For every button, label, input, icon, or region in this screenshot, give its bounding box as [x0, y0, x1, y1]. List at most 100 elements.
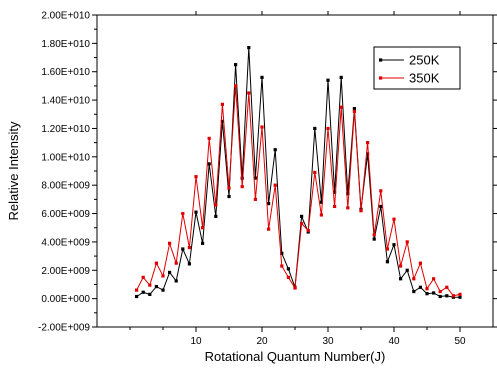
data-point	[181, 211, 185, 216]
legend-item: 250K	[379, 53, 440, 68]
data-point	[194, 175, 198, 179]
data-point	[267, 227, 271, 231]
data-point	[366, 141, 370, 145]
data-point	[227, 194, 231, 199]
legend-item: 350K	[379, 71, 440, 86]
y-tick-label: 8.00E+009	[41, 181, 90, 192]
data-point	[247, 91, 251, 95]
data-point	[207, 136, 211, 140]
data-point	[154, 261, 158, 265]
data-point	[352, 107, 356, 111]
data-point	[412, 277, 416, 281]
data-point	[267, 202, 271, 206]
data-point	[300, 214, 304, 218]
data-point	[194, 210, 198, 214]
data-point	[273, 148, 277, 152]
y-tick-label: 1.60E+010	[41, 67, 90, 78]
data-point	[366, 152, 370, 156]
legend-label: 350K	[409, 71, 440, 86]
data-point	[286, 275, 290, 279]
data-point	[214, 214, 218, 218]
y-tick-label: 1.80E+010	[41, 39, 90, 50]
data-point	[168, 241, 172, 245]
data-point	[438, 294, 442, 299]
data-point	[286, 267, 290, 271]
data-point	[300, 221, 304, 226]
y-tick-label: 2.00E+009	[41, 266, 90, 277]
data-point	[333, 190, 337, 194]
data-point	[352, 109, 356, 114]
data-point	[319, 213, 323, 217]
data-point	[240, 185, 244, 189]
data-point	[280, 251, 284, 255]
data-point	[174, 279, 178, 283]
data-point	[379, 189, 383, 193]
data-point	[346, 206, 350, 210]
data-point	[187, 245, 191, 250]
data-point	[405, 268, 409, 272]
data-point	[445, 285, 449, 289]
data-point	[399, 264, 403, 268]
data-point	[253, 197, 257, 201]
data-point	[306, 228, 310, 233]
data-point	[405, 240, 409, 244]
y-axis: -2.00E+009 0.00E+000 2.00E+009 4.00E+009 6.0…	[38, 11, 497, 334]
x-tick-label: 40	[388, 336, 400, 347]
legend-label: 250K	[409, 53, 440, 68]
data-point	[438, 289, 442, 294]
data-point	[207, 162, 211, 166]
data-point	[240, 176, 244, 180]
data-point	[392, 243, 396, 247]
y-tick-label: 1.00E+010	[41, 152, 90, 163]
y-tick-label: 0.00E+000	[41, 294, 90, 305]
data-point	[161, 288, 165, 292]
data-point	[227, 186, 231, 190]
x-tick-label: 50	[454, 336, 466, 347]
data-point	[161, 274, 165, 278]
data-point	[379, 204, 383, 209]
data-point	[458, 292, 462, 296]
data-point	[168, 270, 172, 274]
data-point	[425, 292, 429, 296]
data-point	[313, 170, 317, 175]
data-point	[148, 283, 152, 287]
data-point	[372, 237, 376, 241]
data-point	[451, 294, 455, 298]
y-tick-label: 4.00E+009	[41, 237, 90, 248]
y-tick-label: 6.00E+009	[41, 209, 90, 220]
x-axis-title: Rotational Quantum Number(J)	[205, 349, 386, 364]
y-tick-label: 1.40E+010	[41, 96, 90, 107]
y-axis-title: Relative Intensity	[6, 121, 21, 220]
data-point	[280, 264, 284, 268]
data-point	[201, 226, 205, 230]
data-point	[432, 277, 436, 281]
data-point	[181, 247, 185, 251]
series-350K	[135, 84, 462, 298]
data-point	[187, 262, 191, 266]
data-point	[141, 290, 145, 294]
data-point	[234, 84, 238, 88]
data-point	[385, 247, 389, 251]
data-point	[372, 233, 376, 237]
data-point	[385, 260, 389, 264]
data-point	[135, 294, 139, 299]
data-point	[445, 294, 449, 298]
data-point	[253, 176, 257, 180]
data-point	[135, 288, 139, 292]
data-point	[346, 192, 350, 196]
data-point	[333, 204, 337, 209]
legend-swatch-marker	[379, 58, 383, 62]
data-point	[412, 289, 416, 294]
legend: 250K 350K	[373, 46, 461, 90]
data-point	[201, 241, 205, 245]
data-point	[260, 125, 264, 129]
data-point	[220, 119, 224, 123]
data-point	[339, 105, 343, 109]
data-point	[174, 261, 178, 265]
data-point	[418, 285, 422, 289]
data-point	[432, 291, 436, 295]
data-point	[260, 75, 264, 79]
data-point	[214, 203, 218, 207]
data-point	[154, 284, 158, 289]
